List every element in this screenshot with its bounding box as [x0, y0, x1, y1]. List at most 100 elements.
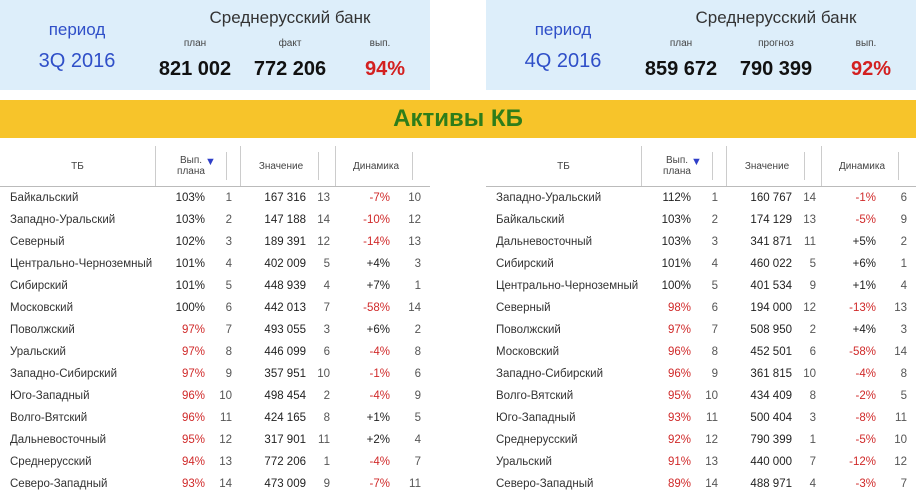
table-header: ТБ Вып. плана ▼ Значение Динамика [486, 146, 916, 187]
fact-value: 772 206 [253, 58, 327, 80]
period-selector[interactable]: 4Q 2016 [524, 50, 602, 72]
dynamics-rank-cell: 10 [408, 192, 421, 204]
completion-rank-cell: 4 [225, 258, 232, 270]
table-row[interactable]: Центрально-Черноземный 101% 4 402 009 5 +4% 3 [0, 253, 430, 275]
completion-rank-cell: 3 [225, 236, 232, 248]
table-row[interactable]: Центрально-Черноземный 100% 5 401 534 9 +1% 4 [486, 275, 916, 297]
value-cell: 493 055 [264, 324, 306, 336]
value-cell: 160 767 [750, 192, 792, 204]
completion-cell: 102% [175, 236, 205, 248]
filter-button[interactable] [898, 152, 907, 180]
filter-button[interactable] [226, 152, 235, 180]
table-row[interactable]: Байкальский 103% 1 167 316 13 -7% 10 [0, 187, 430, 209]
table-row[interactable]: Сибирский 101% 4 460 022 5 +6% 1 [486, 253, 916, 275]
value-rank-cell: 6 [323, 346, 330, 358]
dynamics-cell: +4% [852, 324, 876, 336]
dynamics-cell: -5% [855, 214, 876, 226]
dynamics-cell: +1% [366, 412, 390, 424]
completion-cell: 93% [181, 478, 205, 490]
dynamics-cell: -4% [369, 390, 390, 402]
period-selector[interactable]: 3Q 2016 [38, 50, 116, 72]
table-row[interactable]: Среднерусский 94% 13 772 206 1 -4% 7 [0, 451, 430, 473]
column-header-completion[interactable]: Вып. плана [641, 146, 712, 186]
tb-name-cell: Волго-Вятский [10, 412, 88, 424]
table-row[interactable]: Московский 96% 8 452 501 6 -58% 14 [486, 341, 916, 363]
dynamics-cell: -1% [369, 368, 390, 380]
completion-value: 94% [364, 58, 406, 80]
completion-cell: 92% [667, 434, 691, 446]
value-rank-cell: 6 [809, 346, 816, 358]
value-rank-cell: 10 [803, 368, 816, 380]
column-header-completion-label: Вып. плана [663, 155, 691, 177]
filter-button[interactable] [412, 152, 421, 180]
completion-rank-cell: 14 [219, 478, 232, 490]
table-row[interactable]: Северный 102% 3 189 391 12 -14% 13 [0, 231, 430, 253]
table-row[interactable]: Волго-Вятский 96% 11 424 165 8 +1% 5 [0, 407, 430, 429]
table-row[interactable]: Московский 100% 6 442 013 7 -58% 14 [0, 297, 430, 319]
value-rank-cell: 9 [323, 478, 330, 490]
tb-name-cell: Западно-Уральский [10, 214, 116, 226]
table-row[interactable]: Уральский 91% 13 440 000 7 -12% 12 [486, 451, 916, 473]
column-header-completion[interactable]: Вып. плана [155, 146, 226, 186]
dynamics-rank-cell: 9 [900, 214, 907, 226]
completion-rank-cell: 11 [706, 412, 718, 424]
value-rank-cell: 12 [803, 302, 816, 314]
left-ranking-table: ТБ Вып. плана ▼ Значение Динамика Байкал… [0, 146, 430, 495]
right-ranking-table: ТБ Вып. плана ▼ Значение Динамика Западн… [486, 146, 916, 495]
sort-desc-icon[interactable]: ▼ [205, 156, 216, 168]
table-row[interactable]: Западно-Уральский 103% 2 147 188 14 -10% 12 [0, 209, 430, 231]
tb-name-cell: Дальневосточный [496, 236, 593, 248]
dynamics-cell: -5% [855, 434, 876, 446]
table-row[interactable]: Поволжский 97% 7 508 950 2 +4% 3 [486, 319, 916, 341]
table-row[interactable]: Западно-Сибирский 96% 9 361 815 10 -4% 8 [486, 363, 916, 385]
table-row[interactable]: Среднерусский 92% 12 790 399 1 -5% 10 [486, 429, 916, 451]
table-row[interactable]: Северный 98% 6 194 000 12 -13% 13 [486, 297, 916, 319]
tb-name-cell: Сибирский [10, 280, 68, 292]
tb-name-cell: Северный [496, 302, 551, 314]
table-row[interactable]: Северо-Западный 89% 14 488 971 4 -3% 7 [486, 473, 916, 495]
left-kpi-panel: период 3Q 2016 Среднерусский банк план ф… [0, 0, 430, 90]
column-header-dynamics[interactable]: Динамика [821, 146, 902, 186]
plan-value: 821 002 [158, 58, 232, 80]
tb-name-cell: Центрально-Черноземный [496, 280, 639, 292]
table-row[interactable]: Дальневосточный 95% 12 317 901 11 +2% 4 [0, 429, 430, 451]
tb-name-cell: Северо-Западный [496, 478, 594, 490]
completion-rank-cell: 7 [225, 324, 232, 336]
table-row[interactable]: Северо-Западный 93% 14 473 009 9 -7% 11 [0, 473, 430, 495]
filter-button[interactable] [804, 152, 813, 180]
table-row[interactable]: Поволжский 97% 7 493 055 3 +6% 2 [0, 319, 430, 341]
table-row[interactable]: Западно-Уральский 112% 1 160 767 14 -1% 6 [486, 187, 916, 209]
bank-title: Среднерусский банк [695, 8, 857, 27]
completion-cell: 101% [175, 258, 205, 270]
column-header-value[interactable]: Значение [240, 146, 321, 186]
filter-button[interactable] [318, 152, 327, 180]
completion-rank-cell: 10 [705, 390, 718, 402]
value-rank-cell: 12 [317, 236, 330, 248]
table-row[interactable]: Юго-Западный 96% 10 498 454 2 -4% 9 [0, 385, 430, 407]
column-header-tb[interactable]: ТБ [71, 160, 84, 172]
dynamics-cell: -1% [855, 192, 876, 204]
table-row[interactable]: Уральский 97% 8 446 099 6 -4% 8 [0, 341, 430, 363]
column-header-tb[interactable]: ТБ [557, 160, 570, 172]
table-row[interactable]: Волго-Вятский 95% 10 434 409 8 -2% 5 [486, 385, 916, 407]
completion-cell: 95% [667, 390, 691, 402]
dynamics-cell: +6% [852, 258, 876, 270]
value-cell: 772 206 [264, 456, 306, 468]
column-header-dynamics[interactable]: Динамика [335, 146, 416, 186]
table-row[interactable]: Юго-Западный 93% 11 500 404 3 -8% 11 [486, 407, 916, 429]
dynamics-cell: +7% [366, 280, 390, 292]
completion-cell: 97% [181, 368, 205, 380]
table-row[interactable]: Западно-Сибирский 97% 9 357 951 10 -1% 6 [0, 363, 430, 385]
column-header-value[interactable]: Значение [726, 146, 807, 186]
table-row[interactable]: Байкальский 103% 2 174 129 13 -5% 9 [486, 209, 916, 231]
filter-button[interactable] [712, 152, 721, 180]
dynamics-cell: +5% [852, 236, 876, 248]
completion-cell: 89% [667, 478, 691, 490]
tb-name-cell: Западно-Уральский [496, 192, 602, 204]
completion-cell: 96% [667, 368, 691, 380]
completion-cell: 91% [667, 456, 691, 468]
plan-label: план [669, 38, 693, 49]
sort-desc-icon[interactable]: ▼ [691, 156, 702, 168]
table-row[interactable]: Дальневосточный 103% 3 341 871 11 +5% 2 [486, 231, 916, 253]
table-row[interactable]: Сибирский 101% 5 448 939 4 +7% 1 [0, 275, 430, 297]
